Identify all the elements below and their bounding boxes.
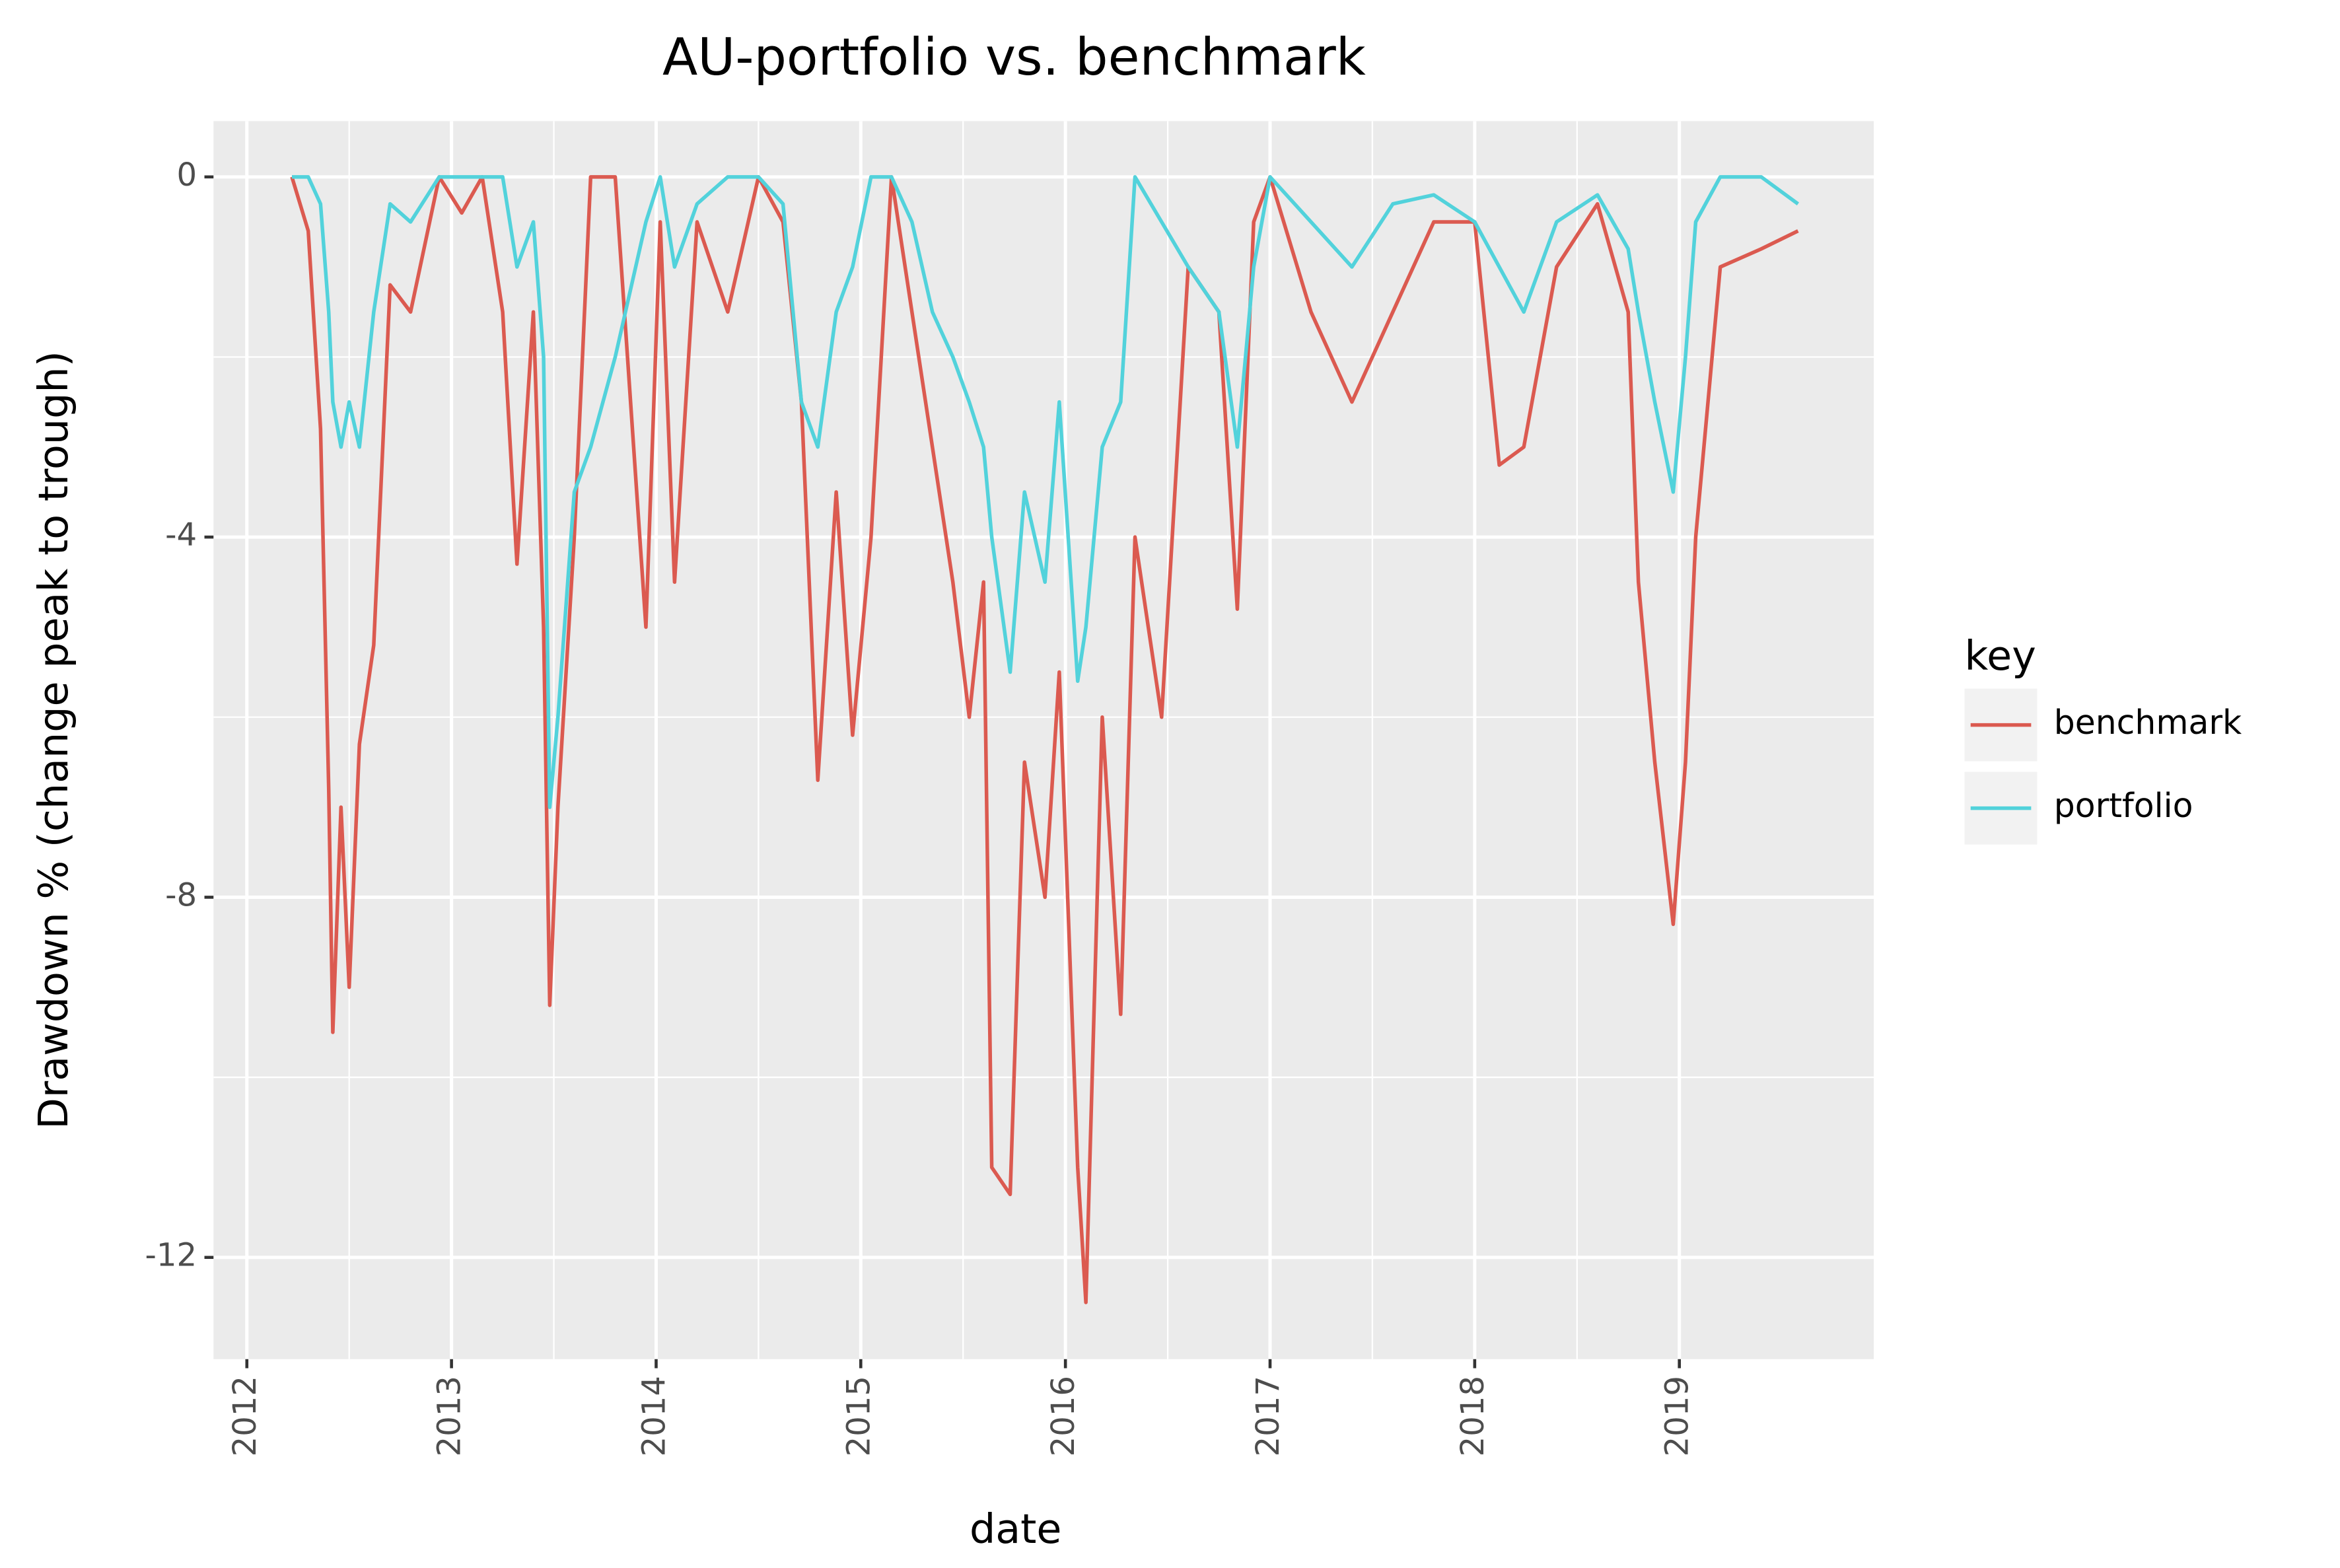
x-axis-label: date (970, 1505, 1062, 1553)
x-tick-label: 2016 (1045, 1376, 1082, 1456)
legend: benchmark portfolio (1964, 688, 2242, 845)
x-tick-label: 2015 (840, 1376, 877, 1456)
x-tick-label: 2018 (1454, 1376, 1491, 1456)
y-tick-label: -4 (165, 517, 197, 553)
plot-panel (213, 121, 1874, 1359)
y-tick-label: -12 (145, 1237, 197, 1274)
grid (213, 121, 1874, 1359)
y-tick-label: 0 (176, 157, 197, 194)
x-tick-label: 2014 (635, 1376, 672, 1456)
y-axis-label: Drawdown % (change peak to trough) (30, 351, 77, 1129)
x-tick-label: 2019 (1659, 1376, 1696, 1456)
lines (290, 175, 1800, 1304)
series-line (291, 175, 1800, 809)
legend-label: benchmark (2054, 703, 2242, 742)
x-tick-label: 2017 (1250, 1376, 1287, 1456)
legend-label: portfolio (2054, 786, 2193, 825)
x-tick-label: 2013 (431, 1376, 468, 1456)
axes: 0 -4 -8 -12 2012 2013 2014 2015 2016 2017 2018 2019 (145, 157, 1695, 1457)
x-tick-label: 2012 (227, 1376, 264, 1456)
legend-title: key (1965, 632, 2036, 680)
series-line (290, 175, 1799, 1304)
y-tick-label: -8 (165, 876, 197, 913)
chart-title: AU-portfolio vs. benchmark (662, 28, 1366, 87)
